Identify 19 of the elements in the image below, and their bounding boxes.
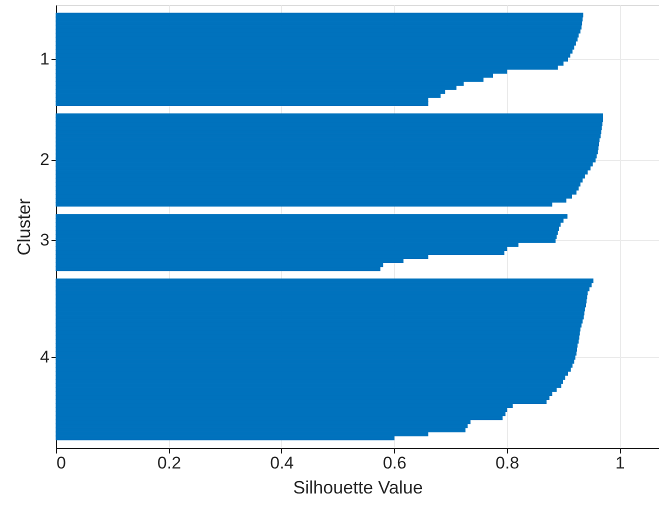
x-tick-label: 0.8 — [496, 454, 520, 472]
x-tick-label: 1 — [615, 454, 625, 472]
x-tick-label: 0.6 — [382, 454, 406, 472]
bar — [56, 310, 584, 316]
x-axis-title: Silhouette Value — [293, 478, 423, 498]
y-tick-label: 2 — [40, 150, 50, 170]
bar — [56, 162, 593, 166]
y-tick-label: 1 — [40, 49, 50, 68]
bar — [56, 12, 584, 18]
bar — [56, 266, 380, 272]
x-tick-label: 0 — [56, 454, 66, 472]
y-tick-label: 3 — [40, 230, 50, 250]
y-axis-title: Cluster — [14, 198, 34, 256]
x-tick-label: 0.4 — [270, 454, 294, 472]
bar — [56, 101, 428, 106]
bar — [56, 234, 557, 239]
bar — [56, 383, 562, 388]
x-tick-label: 0.2 — [157, 454, 182, 472]
y-tick-label: 4 — [40, 347, 50, 366]
